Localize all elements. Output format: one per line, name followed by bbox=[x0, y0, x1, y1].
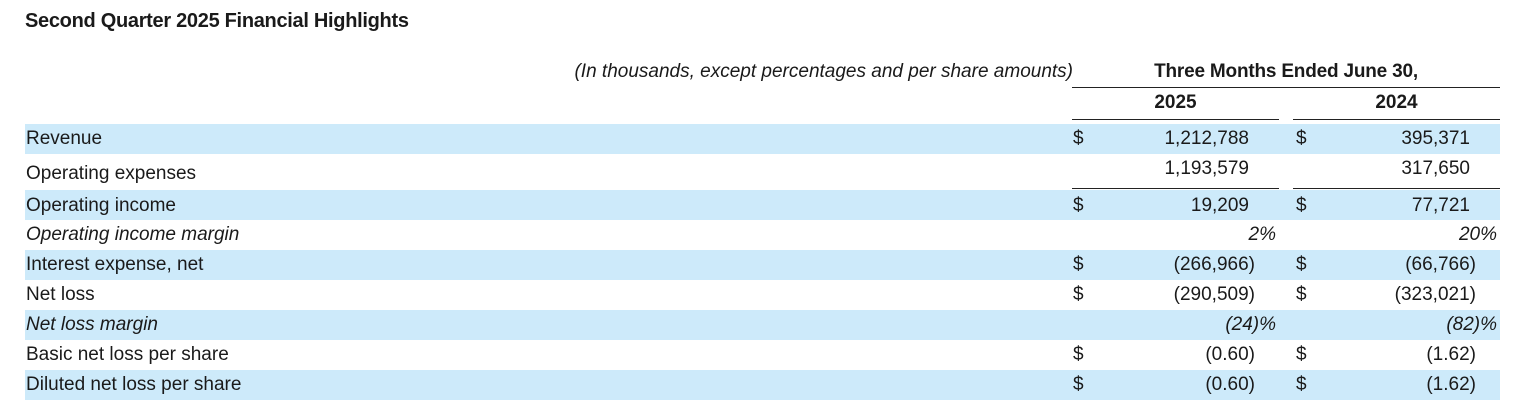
value-2025: (290,509) bbox=[1173, 284, 1255, 305]
row-label: Basic net loss per share bbox=[26, 344, 229, 365]
value-2024: (66,766) bbox=[1405, 254, 1476, 275]
currency-symbol: $ bbox=[1296, 374, 1307, 395]
row-label: Operating income bbox=[26, 195, 176, 216]
value-2024: (82)% bbox=[1446, 314, 1497, 335]
row-label: Revenue bbox=[26, 128, 103, 149]
year-underline-2024 bbox=[1293, 119, 1500, 120]
row-label: Net loss margin bbox=[26, 314, 158, 335]
currency-symbol: $ bbox=[1073, 344, 1084, 365]
period-header: Three Months Ended June 30, bbox=[1154, 61, 1418, 82]
currency-symbol: $ bbox=[1073, 374, 1084, 395]
row-label: Operating expenses bbox=[26, 163, 197, 184]
currency-symbol: $ bbox=[1073, 284, 1084, 305]
value-2025: 2% bbox=[1248, 224, 1276, 245]
table-row-revenue: Revenue $ 1,212,788 $ 395,371 bbox=[25, 124, 1500, 154]
units-note: (In thousands, except percentages and pe… bbox=[574, 61, 1073, 82]
table-row-net-loss: Net loss $ (290,509) $ (323,021) bbox=[25, 280, 1500, 310]
value-2024: 20% bbox=[1458, 224, 1497, 245]
value-2024: 395,371 bbox=[1401, 128, 1470, 149]
value-2024: (323,021) bbox=[1394, 284, 1476, 305]
value-2024: (1.62) bbox=[1426, 344, 1476, 365]
value-2025: 19,209 bbox=[1190, 195, 1249, 216]
page-title: Second Quarter 2025 Financial Highlights bbox=[25, 10, 409, 32]
subtotal-underline-2024 bbox=[1293, 188, 1500, 189]
subtotal-underline-2025 bbox=[1072, 188, 1279, 189]
currency-symbol: $ bbox=[1296, 195, 1307, 216]
row-label: Interest expense, net bbox=[26, 254, 204, 275]
table-row-operating-income: Operating income $ 19,209 $ 77,721 bbox=[25, 190, 1500, 220]
table-row-operating-expenses: Operating expenses 1,193,579 317,650 bbox=[25, 155, 1500, 189]
value-2025: 1,193,579 bbox=[1164, 158, 1249, 179]
row-label: Operating income margin bbox=[26, 224, 240, 245]
currency-symbol: $ bbox=[1296, 284, 1307, 305]
table-row-basic-eps: Basic net loss per share $ (0.60) $ (1.6… bbox=[25, 340, 1500, 370]
currency-symbol: $ bbox=[1296, 344, 1307, 365]
table-row-net-loss-margin: Net loss margin (24)% (82)% bbox=[25, 310, 1500, 340]
currency-symbol: $ bbox=[1073, 128, 1084, 149]
period-underline bbox=[1072, 87, 1500, 88]
value-2024: 317,650 bbox=[1401, 158, 1470, 179]
currency-symbol: $ bbox=[1296, 128, 1307, 149]
value-2025: (0.60) bbox=[1205, 374, 1255, 395]
value-2025: (0.60) bbox=[1205, 344, 1255, 365]
currency-symbol: $ bbox=[1073, 254, 1084, 275]
value-2024: 77,721 bbox=[1411, 195, 1470, 216]
table-row-diluted-eps: Diluted net loss per share $ (0.60) $ (1… bbox=[25, 370, 1500, 400]
row-label: Diluted net loss per share bbox=[26, 374, 242, 395]
table-row-operating-income-margin: Operating income margin 2% 20% bbox=[25, 220, 1500, 250]
year-header-2025: 2025 bbox=[1154, 92, 1197, 113]
year-underline-2025 bbox=[1072, 119, 1279, 120]
value-2025: (266,966) bbox=[1173, 254, 1255, 275]
currency-symbol: $ bbox=[1296, 254, 1307, 275]
value-2025: (24)% bbox=[1225, 314, 1276, 335]
year-header-2024: 2024 bbox=[1375, 92, 1418, 113]
value-2024: (1.62) bbox=[1426, 374, 1476, 395]
value-2025: 1,212,788 bbox=[1164, 128, 1249, 149]
row-label: Net loss bbox=[26, 284, 95, 305]
currency-symbol: $ bbox=[1073, 195, 1084, 216]
table-row-interest-expense: Interest expense, net $ (266,966) $ (66,… bbox=[25, 250, 1500, 280]
